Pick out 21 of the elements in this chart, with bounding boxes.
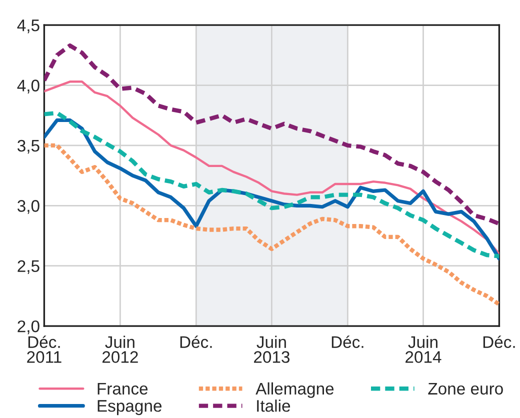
x-tick-label: Juin 2013 [254, 336, 290, 363]
x-tick-label: Déc. [180, 336, 212, 348]
legend-label: Allemagne [256, 382, 334, 398]
x-tick-label: Déc. [483, 336, 515, 348]
legend-label: Zone euro [428, 382, 503, 395]
x-tick-label: Déc. [332, 336, 364, 348]
x-tick-label: Juin 2012 [102, 336, 138, 363]
x-tick-label: Déc. 2011 [27, 336, 62, 363]
y-tick-label: 3,5 [18, 140, 40, 154]
x-tick-label: Juin 2014 [406, 336, 442, 363]
legend-label: Espagne [98, 400, 162, 416]
y-tick-label: 4,5 [17, 20, 40, 34]
legend-label: Italie [257, 400, 290, 412]
y-tick-label: 3,0 [18, 200, 40, 214]
y-tick-label: 2,5 [18, 260, 40, 274]
legend-label: France [98, 382, 148, 395]
y-tick-label: 4,0 [17, 80, 40, 94]
line-series [44, 143, 500, 306]
line-series [44, 80, 500, 255]
line-series [44, 43, 500, 226]
y-tick-label: 2,0 [18, 320, 40, 334]
